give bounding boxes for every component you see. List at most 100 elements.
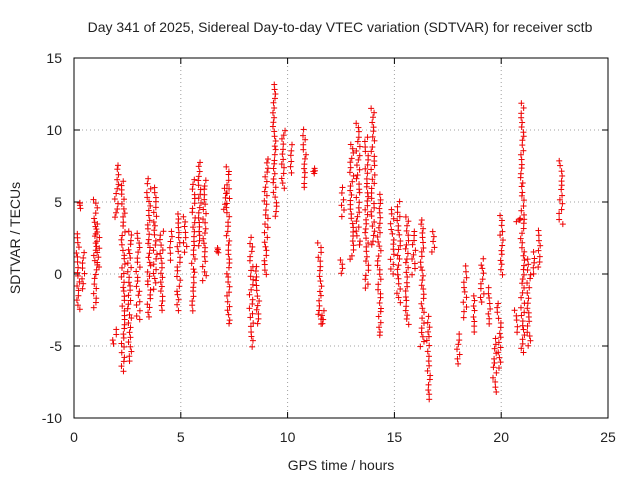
data-point <box>370 232 377 239</box>
data-point <box>537 242 544 249</box>
data-point <box>338 189 345 196</box>
data-point <box>96 264 103 271</box>
data-point <box>287 163 294 170</box>
data-point <box>247 253 254 260</box>
data-point <box>264 156 271 163</box>
data-point <box>497 266 504 273</box>
data-point <box>525 342 532 349</box>
data-point <box>364 281 371 288</box>
data-point <box>371 228 378 235</box>
data-point <box>261 188 268 195</box>
data-point <box>151 227 158 234</box>
data-point <box>189 298 196 305</box>
data-point <box>273 208 280 215</box>
data-point <box>339 184 346 191</box>
data-point <box>397 299 404 306</box>
data-point <box>214 244 221 251</box>
data-point <box>94 221 101 228</box>
data-point <box>402 288 409 295</box>
data-point <box>396 213 403 220</box>
data-point <box>252 268 259 275</box>
data-point <box>460 299 467 306</box>
data-point <box>513 312 520 319</box>
data-point <box>496 354 503 361</box>
data-point <box>190 284 197 291</box>
data-point <box>365 262 372 269</box>
data-point <box>390 215 397 222</box>
data-point <box>559 221 566 228</box>
data-point <box>470 292 477 299</box>
data-point <box>355 124 362 131</box>
data-point <box>477 280 484 287</box>
data-point <box>499 228 506 235</box>
data-point <box>262 243 269 250</box>
data-point <box>81 270 88 277</box>
data-point <box>114 176 121 183</box>
data-point <box>486 315 493 322</box>
data-point <box>353 194 360 201</box>
data-point <box>519 318 526 325</box>
data-point <box>93 295 100 302</box>
data-point <box>79 260 86 267</box>
data-point <box>530 264 537 271</box>
data-point <box>145 240 152 247</box>
data-point <box>425 387 432 394</box>
data-point <box>389 230 396 237</box>
data-point <box>404 250 411 257</box>
data-point <box>486 320 493 327</box>
data-point <box>225 219 232 226</box>
data-point <box>136 316 143 323</box>
data-point <box>527 271 534 278</box>
data-point <box>363 253 370 260</box>
data-point <box>520 203 527 210</box>
data-point <box>81 249 88 256</box>
data-point <box>376 299 383 306</box>
data-point <box>157 279 164 286</box>
data-point <box>126 311 133 318</box>
data-point <box>405 321 412 328</box>
data-point <box>365 193 372 200</box>
data-point <box>278 135 285 142</box>
data-point <box>499 237 506 244</box>
data-point <box>282 127 289 134</box>
data-point <box>144 301 151 308</box>
data-point <box>300 132 307 139</box>
data-point <box>91 215 98 222</box>
data-point <box>126 329 133 336</box>
data-point <box>411 228 418 235</box>
data-point <box>350 242 357 249</box>
data-point <box>94 204 101 211</box>
data-point <box>262 173 269 180</box>
data-point <box>409 241 416 248</box>
data-point <box>271 81 278 88</box>
data-point <box>376 205 383 212</box>
data-point <box>79 285 86 292</box>
data-point <box>272 184 279 191</box>
data-point <box>202 244 209 251</box>
data-point <box>264 224 271 231</box>
data-point <box>158 242 165 249</box>
data-point <box>177 254 184 261</box>
x-tick-label: 20 <box>493 429 509 445</box>
data-point <box>397 238 404 245</box>
data-point <box>497 232 504 239</box>
data-point <box>403 303 410 310</box>
data-point <box>375 224 382 231</box>
data-point <box>520 197 527 204</box>
data-point <box>90 304 97 311</box>
data-point <box>394 266 401 273</box>
x-tick-labels: 0 5 10 15 20 25 <box>70 429 616 445</box>
data-point <box>262 221 269 228</box>
data-point <box>394 209 401 216</box>
data-point <box>374 233 381 240</box>
data-point <box>463 274 470 281</box>
data-point <box>253 273 260 280</box>
data-point <box>377 247 384 254</box>
data-point <box>272 194 279 201</box>
data-point <box>317 258 324 265</box>
data-point <box>278 161 285 168</box>
data-point <box>377 290 384 297</box>
data-point <box>174 210 181 217</box>
data-point <box>197 159 204 166</box>
data-point <box>74 230 81 237</box>
